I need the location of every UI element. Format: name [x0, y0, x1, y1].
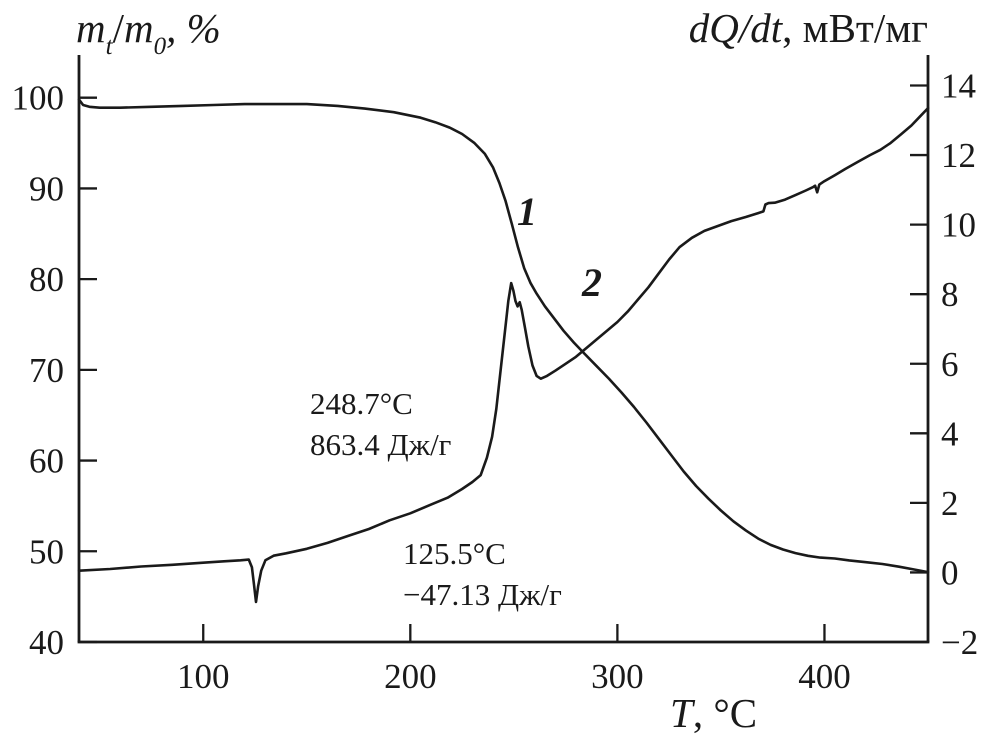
dip-annotation: 125.5°C −47.13 Дж/г — [403, 533, 562, 615]
dip-temperature: 125.5°C — [403, 536, 506, 571]
left-axis-sub-t: t — [105, 33, 113, 61]
right-tick-label-12: 12 — [941, 136, 976, 175]
x-axis-title: T, °C — [670, 689, 757, 737]
x-tick-label-100: 100 — [177, 657, 230, 696]
x-tick-label-300: 300 — [591, 657, 644, 696]
left-axis-var2: m — [123, 5, 154, 51]
right-tick-label-4: 4 — [941, 414, 959, 453]
peak-temperature: 248.7°C — [310, 386, 413, 421]
right-axis-var: dQ/dt — [688, 5, 783, 51]
right-tick-label-14: 14 — [941, 67, 976, 106]
left-tick-label-60: 60 — [29, 442, 64, 481]
x-axis-unit: , °C — [692, 690, 758, 736]
left-tick-label-50: 50 — [29, 532, 64, 571]
left-axis-slash: / — [112, 5, 124, 51]
x-axis-var: T — [670, 690, 693, 736]
right-tick-label-0: 0 — [941, 553, 959, 592]
right-tick-label--2: −2 — [941, 623, 978, 662]
left-axis-sub-0: 0 — [153, 33, 167, 61]
left-axis-unit: , % — [166, 5, 221, 51]
dip-enthalpy: −47.13 Дж/г — [403, 577, 562, 612]
left-tick-label-90: 90 — [29, 169, 64, 208]
right-tick-label-2: 2 — [941, 484, 959, 523]
dsc-heatflow-curve-2 — [77, 106, 930, 604]
peak-annotation: 248.7°C 863.4 Дж/г — [310, 383, 451, 465]
x-tick-label-200: 200 — [384, 657, 437, 696]
left-tick-label-80: 80 — [29, 260, 64, 299]
curve-1-label: 1 — [517, 189, 537, 234]
x-tick-label-400: 400 — [798, 657, 851, 696]
curve-2-label: 2 — [582, 260, 602, 305]
right-tick-label-10: 10 — [941, 206, 976, 245]
tg-mass-curve-1 — [77, 98, 930, 574]
left-tick-label-70: 70 — [29, 351, 64, 390]
peak-enthalpy: 863.4 Дж/г — [310, 427, 452, 462]
left-tick-label-100: 100 — [12, 79, 65, 118]
right-axis-unit: , мВт/мг — [782, 5, 928, 51]
left-tick-label-40: 40 — [29, 623, 64, 662]
right-axis-title: dQ/dt, мВт/мг — [689, 4, 928, 52]
left-axis-var: m — [76, 5, 106, 51]
right-tick-label-6: 6 — [941, 345, 959, 384]
right-tick-label-8: 8 — [941, 275, 959, 314]
left-axis-title: mt/m0, % — [76, 4, 221, 59]
